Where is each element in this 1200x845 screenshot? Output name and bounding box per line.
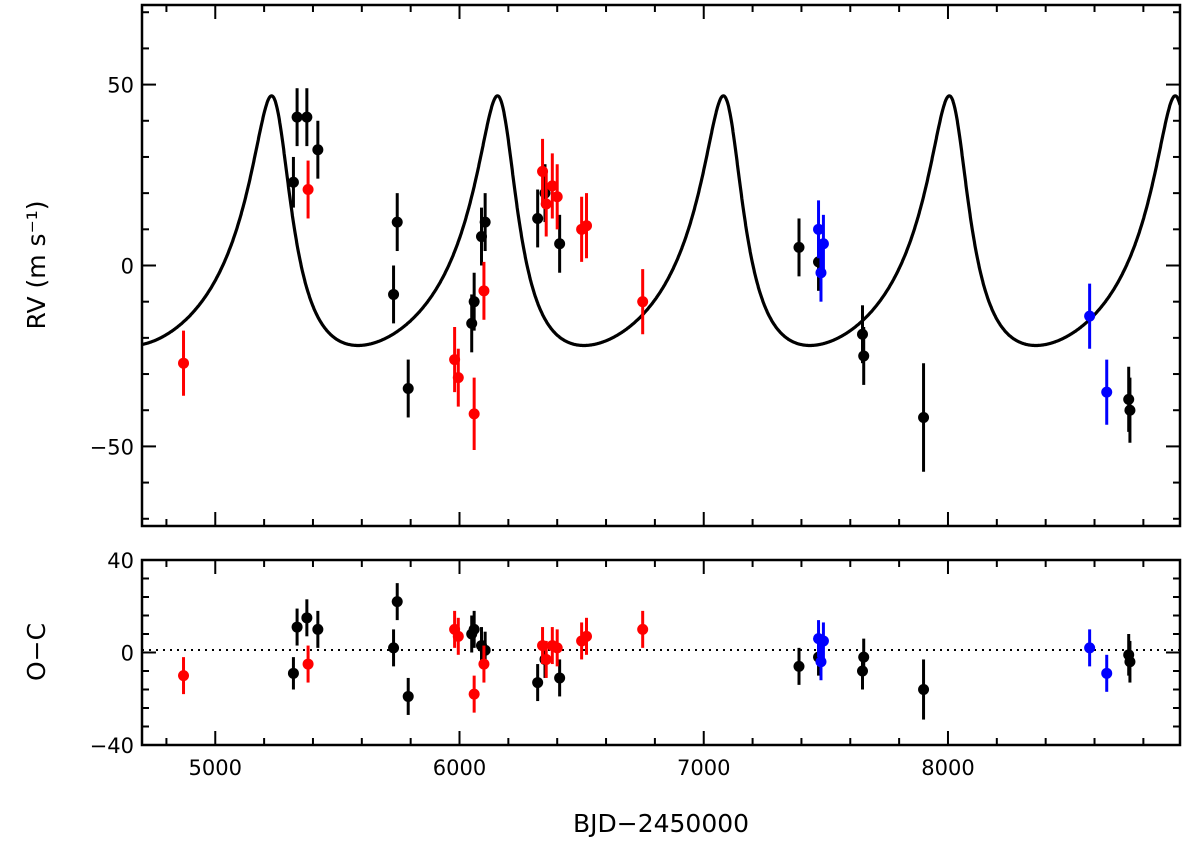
- rv-data-points: [178, 88, 1136, 472]
- rv-data-point: [388, 288, 400, 300]
- residual-axis-label: O−C: [22, 623, 51, 681]
- rv-data-point: [302, 184, 314, 196]
- residual-data-point: [468, 688, 480, 700]
- rv-data-point: [858, 350, 870, 362]
- residual-y-tick-label: −40: [90, 734, 134, 758]
- rv-data-point: [637, 296, 649, 308]
- rv-data-point: [532, 212, 544, 224]
- rv-data-point: [540, 198, 552, 210]
- rv-data-point: [479, 216, 491, 228]
- rv-panel: 50 0 −50 RV (m s⁻¹): [22, 3, 1182, 528]
- residual-data-point: [468, 623, 480, 635]
- rv-data-point: [1084, 310, 1096, 322]
- rv-y-tick-label: 0: [121, 255, 134, 279]
- x-tick-label: 8000: [921, 756, 974, 780]
- rv-axis-label: RV (m s⁻¹): [22, 200, 51, 329]
- rv-data-point: [478, 285, 490, 297]
- rv-data-point: [301, 111, 313, 123]
- residual-data-point: [793, 660, 805, 672]
- residual-data-point: [391, 596, 403, 608]
- residual-data-point: [1084, 642, 1096, 654]
- residual-data-point: [388, 642, 400, 654]
- rv-data-point: [793, 241, 805, 253]
- residual-data-points: [178, 583, 1136, 720]
- rv-data-point: [1101, 386, 1113, 398]
- rv-data-point: [1124, 404, 1136, 416]
- rv-data-point: [918, 411, 930, 423]
- rv-data-point: [312, 144, 324, 156]
- residual-data-point: [291, 621, 303, 633]
- x-tick-label: 6000: [433, 756, 486, 780]
- residual-axis-ticks: 5000 6000 7000 8000 40 0 −40: [90, 549, 1180, 780]
- residual-y-tick-label: 40: [107, 549, 134, 573]
- rv-y-tick-label: −50: [90, 435, 134, 459]
- rv-panel-frame: [140, 3, 1182, 528]
- rv-data-point: [391, 216, 403, 228]
- rv-data-point: [468, 296, 480, 308]
- residual-data-point: [581, 630, 593, 642]
- residual-data-point: [1124, 656, 1136, 668]
- rv-axis-ticks: 50 0 −50: [90, 5, 1180, 526]
- x-tick-label: 5000: [189, 756, 242, 780]
- rv-data-point: [551, 191, 563, 203]
- residual-data-point: [554, 672, 566, 684]
- rv-data-point: [452, 372, 464, 384]
- residual-data-point: [301, 612, 313, 624]
- rv-data-point: [813, 223, 825, 235]
- rv-data-point: [287, 176, 299, 188]
- residual-data-point: [287, 667, 299, 679]
- residual-data-point: [1101, 667, 1113, 679]
- rv-data-point: [581, 220, 593, 232]
- residual-data-point: [551, 642, 563, 654]
- residual-data-point: [637, 623, 649, 635]
- residual-data-point: [540, 653, 552, 665]
- keplerian-model-curve: [142, 94, 1180, 348]
- residual-data-point: [452, 630, 464, 642]
- x-axis-label: BJD−2450000: [573, 809, 749, 838]
- residual-data-point: [302, 658, 314, 670]
- residual-data-point: [478, 658, 490, 670]
- residual-data-point: [918, 684, 930, 695]
- rv-data-point: [291, 111, 303, 123]
- residual-data-point: [817, 635, 829, 647]
- residual-data-point: [312, 623, 324, 635]
- rv-data-point: [554, 238, 566, 250]
- residuals-panel-frame: [140, 558, 1182, 747]
- rv-data-point: [402, 383, 414, 395]
- residual-data-point: [178, 670, 190, 682]
- residuals-panel: 5000 6000 7000 8000 40 0 −40 O−C BJD−2450000: [22, 549, 1182, 838]
- residual-y-tick-label: 0: [121, 642, 134, 666]
- rv-data-point: [178, 357, 190, 369]
- x-tick-label: 7000: [677, 756, 730, 780]
- rv-data-point: [468, 408, 480, 420]
- rv-data-point: [817, 238, 829, 250]
- rv-data-point: [546, 180, 558, 192]
- residual-data-point: [532, 677, 544, 689]
- residual-data-point: [402, 690, 414, 702]
- residual-data-point: [858, 651, 870, 663]
- rv-y-tick-label: 50: [107, 74, 134, 98]
